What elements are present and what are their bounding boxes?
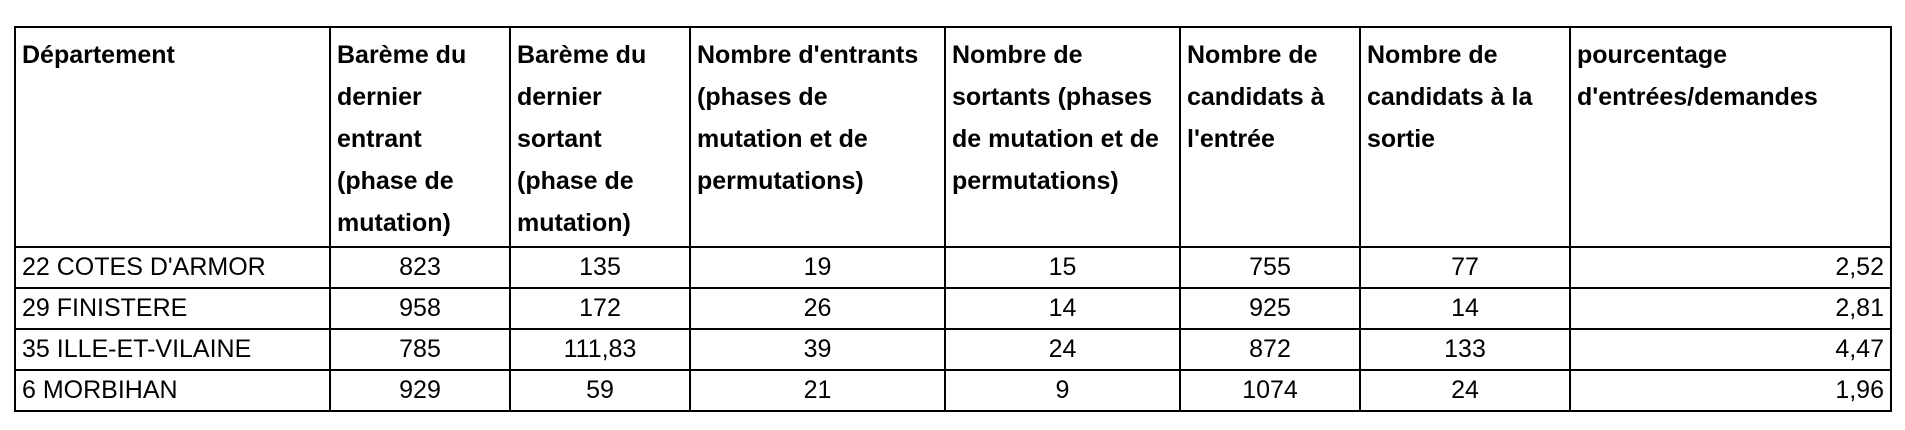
- cell-departement: 35 ILLE-ET-VILAINE: [14, 328, 331, 371]
- cell-bareme-entrant: 929: [329, 369, 511, 412]
- header-candidats-sortie: Nombre de candidats à la sortie: [1359, 26, 1571, 248]
- cell-nombre-sortants: 15: [944, 246, 1181, 289]
- header-row: Département Barème du dernier entrant (p…: [14, 26, 1892, 248]
- cell-bareme-sortant: 59: [509, 369, 691, 412]
- cell-bareme-sortant: 135: [509, 246, 691, 289]
- cell-nombre-entrants: 39: [689, 328, 946, 371]
- header-candidats-entree: Nombre de candidats à l'entrée: [1179, 26, 1361, 248]
- cell-departement: 6 MORBIHAN: [14, 369, 331, 412]
- cell-candidats-sortie: 77: [1359, 246, 1571, 289]
- table-row: 29 FINISTERE 958 172 26 14 925 14 2,81: [14, 287, 1892, 330]
- cell-bareme-sortant: 172: [509, 287, 691, 330]
- cell-pourcentage: 2,52: [1569, 246, 1892, 289]
- cell-nombre-sortants: 9: [944, 369, 1181, 412]
- cell-bareme-entrant: 823: [329, 246, 511, 289]
- header-nombre-entrants: Nombre d'entrants (phases de mutation et…: [689, 26, 946, 248]
- header-nombre-sortants: Nombre de sortants (phases de mutation e…: [944, 26, 1181, 248]
- cell-candidats-entree: 1074: [1179, 369, 1361, 412]
- header-bareme-sortant: Barème du dernier sortant (phase de muta…: [509, 26, 691, 248]
- cell-candidats-sortie: 24: [1359, 369, 1571, 412]
- cell-nombre-sortants: 14: [944, 287, 1181, 330]
- cell-candidats-sortie: 14: [1359, 287, 1571, 330]
- table-row: 35 ILLE-ET-VILAINE 785 111,83 39 24 872 …: [14, 328, 1892, 371]
- cell-nombre-entrants: 21: [689, 369, 946, 412]
- cell-departement: 22 COTES D'ARMOR: [14, 246, 331, 289]
- table-row: 6 MORBIHAN 929 59 21 9 1074 24 1,96: [14, 369, 1892, 412]
- data-table: Département Barème du dernier entrant (p…: [14, 26, 1892, 412]
- cell-bareme-sortant: 111,83: [509, 328, 691, 371]
- cell-candidats-entree: 755: [1179, 246, 1361, 289]
- header-bareme-entrant: Barème du dernier entrant (phase de muta…: [329, 26, 511, 248]
- cell-nombre-sortants: 24: [944, 328, 1181, 371]
- cell-departement: 29 FINISTERE: [14, 287, 331, 330]
- cell-pourcentage: 1,96: [1569, 369, 1892, 412]
- cell-nombre-entrants: 19: [689, 246, 946, 289]
- cell-candidats-entree: 925: [1179, 287, 1361, 330]
- cell-candidats-entree: 872: [1179, 328, 1361, 371]
- cell-pourcentage: 2,81: [1569, 287, 1892, 330]
- table-row: 22 COTES D'ARMOR 823 135 19 15 755 77 2,…: [14, 246, 1892, 289]
- cell-candidats-sortie: 133: [1359, 328, 1571, 371]
- cell-nombre-entrants: 26: [689, 287, 946, 330]
- cell-bareme-entrant: 785: [329, 328, 511, 371]
- header-departement: Département: [14, 26, 331, 248]
- cell-bareme-entrant: 958: [329, 287, 511, 330]
- cell-pourcentage: 4,47: [1569, 328, 1892, 371]
- header-pourcentage: pourcentage d'entrées/demandes: [1569, 26, 1892, 248]
